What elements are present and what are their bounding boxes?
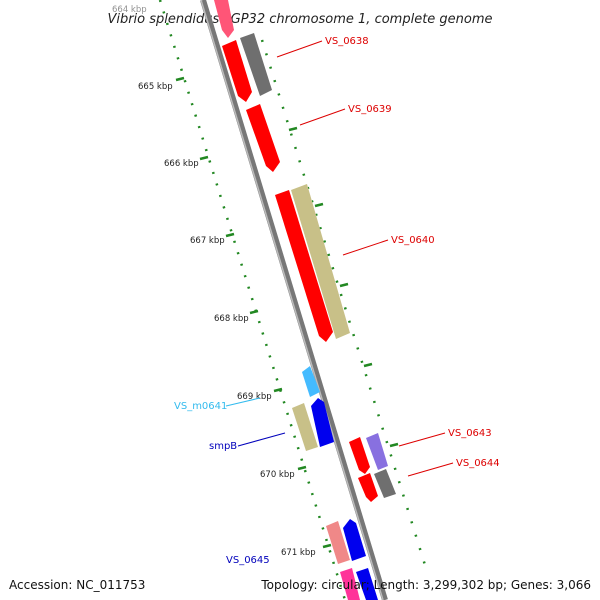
scale-label: 669 kbp [237,392,272,402]
gene-features [214,0,396,600]
accession-text: Accession: NC_011753 [9,578,146,592]
scale-label: 667 kbp [190,236,225,246]
gene-feature [340,568,360,600]
gene-feature [222,40,252,102]
scale-label: 670 kbp [260,470,295,480]
gene-feature [302,366,320,397]
scale-labels: 664 kbp 665 kbp 666 kbp 667 kbp 668 kbp … [112,5,316,558]
scale-ring [158,0,347,600]
gene-feature [291,184,350,339]
map-title: Vibrio splendidus LGP32 chromosome 1, co… [107,12,492,27]
gene-label-leaders [225,40,454,477]
gene-labels: VS_0638 VS_0639 VS_0640 VS_m0641 smpB VS… [174,36,500,566]
genome-summary-text: Topology: circular; Length: 3,299,302 bp… [261,578,591,592]
scale-label: 671 kbp [281,548,316,558]
gene-label-smpb: smpB [209,441,237,452]
gene-feature [326,521,350,564]
inner-ring [260,39,427,566]
gene-feature [343,519,366,561]
gene-label-vs0644: VS_0644 [456,458,500,469]
gene-label-vs0645: VS_0645 [226,555,270,566]
gene-feature [240,33,272,96]
gene-label-vs0639: VS_0639 [348,104,392,115]
gene-feature [246,104,280,172]
scale-label: 664 kbp [112,5,147,15]
gene-label-vs0638: VS_0638 [325,36,369,47]
gene-feature [356,568,378,600]
inner-major-ticks [288,126,399,448]
gene-feature [275,190,333,342]
scale-label: 666 kbp [164,159,199,169]
gene-feature [311,398,334,447]
gene-feature [366,433,388,470]
gene-feature [349,437,370,474]
scale-major-ticks [175,76,332,549]
gene-feature [374,469,396,498]
gene-feature [292,403,318,451]
gene-feature [358,473,378,502]
scale-label: 665 kbp [138,82,173,92]
genome-backbone [200,0,388,600]
gene-feature [214,0,234,38]
gene-label-vs0643: VS_0643 [448,428,492,439]
gene-label-vs0640: VS_0640 [391,235,435,246]
scale-label: 668 kbp [214,314,249,324]
gene-label-vsm0641: VS_m0641 [174,401,227,412]
